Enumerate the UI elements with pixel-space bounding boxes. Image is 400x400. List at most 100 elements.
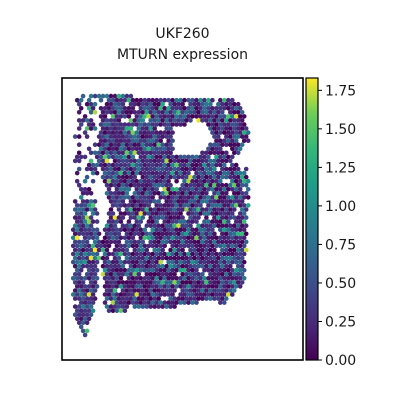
spot — [186, 259, 191, 265]
spot — [158, 195, 163, 200]
spot — [164, 304, 169, 309]
spot — [114, 154, 120, 160]
spot — [174, 211, 179, 216]
spot — [182, 203, 187, 208]
spot — [168, 207, 173, 212]
spot — [148, 304, 153, 309]
spot — [70, 243, 76, 249]
spot — [166, 235, 171, 241]
spot — [232, 223, 237, 228]
spot — [232, 118, 237, 123]
spot — [222, 154, 227, 160]
spot — [148, 272, 153, 277]
spot — [170, 130, 175, 135]
spot — [224, 134, 229, 139]
spot — [226, 97, 231, 103]
spot — [118, 122, 124, 127]
spot — [120, 296, 126, 301]
spot — [116, 93, 122, 99]
spot — [116, 263, 122, 269]
spot — [86, 97, 92, 103]
spot — [92, 288, 98, 293]
spot — [186, 187, 191, 192]
spot — [146, 219, 152, 224]
spot — [239, 118, 245, 123]
spot — [80, 93, 86, 99]
colorbar-ticks: 0.000.250.500.751.001.251.501.75 — [318, 83, 356, 369]
spot — [202, 292, 207, 297]
spot — [192, 199, 197, 204]
spot — [188, 158, 193, 164]
spot — [108, 207, 114, 212]
spot — [118, 138, 124, 143]
spot — [228, 255, 233, 261]
spot — [160, 207, 165, 212]
spot — [184, 182, 189, 188]
spot — [126, 130, 132, 135]
spot — [158, 114, 163, 119]
spot — [202, 195, 207, 200]
spot — [210, 292, 215, 297]
spot — [146, 187, 152, 192]
spot — [148, 118, 153, 123]
spot — [112, 199, 118, 204]
spot — [210, 276, 215, 281]
spot — [92, 207, 98, 212]
spot — [192, 255, 197, 261]
spot — [142, 114, 148, 119]
spot — [176, 101, 181, 107]
spot — [190, 227, 195, 232]
spot — [174, 235, 179, 241]
spot — [152, 231, 157, 237]
spot — [70, 227, 76, 232]
spot — [108, 150, 114, 156]
spot — [132, 272, 138, 277]
spot — [216, 215, 221, 220]
spot — [90, 259, 96, 265]
spot — [198, 178, 203, 184]
spot — [106, 122, 112, 127]
spot — [114, 146, 120, 152]
spot — [102, 276, 108, 281]
spot — [122, 235, 128, 241]
spot — [88, 158, 94, 164]
spot — [239, 215, 245, 220]
spot — [206, 114, 211, 119]
spot — [136, 199, 142, 204]
spot — [72, 280, 78, 285]
spot — [114, 114, 120, 119]
spot — [88, 223, 94, 228]
spot — [152, 215, 157, 220]
spot — [218, 276, 223, 281]
spot — [76, 182, 82, 188]
spot — [128, 239, 134, 245]
spot — [110, 267, 116, 273]
spot — [164, 239, 169, 245]
spot — [168, 263, 173, 269]
spot — [144, 280, 150, 285]
spot — [194, 251, 199, 257]
spot — [118, 106, 124, 111]
spot — [146, 211, 152, 216]
spot — [168, 182, 173, 188]
spot — [120, 174, 126, 180]
spot — [192, 280, 197, 285]
spot — [116, 150, 122, 156]
spot — [178, 170, 183, 176]
spot — [239, 191, 245, 196]
spot — [150, 243, 155, 249]
spot — [174, 154, 179, 160]
spot — [168, 134, 173, 139]
spot — [150, 284, 155, 289]
spot — [212, 199, 217, 204]
spot — [102, 114, 108, 119]
spot — [124, 207, 130, 212]
spot — [124, 296, 130, 301]
spot — [222, 203, 227, 208]
spot — [162, 195, 167, 200]
spot — [106, 267, 112, 273]
spot — [196, 110, 201, 115]
spot — [140, 231, 146, 237]
spot — [152, 280, 157, 285]
spot — [110, 308, 116, 314]
